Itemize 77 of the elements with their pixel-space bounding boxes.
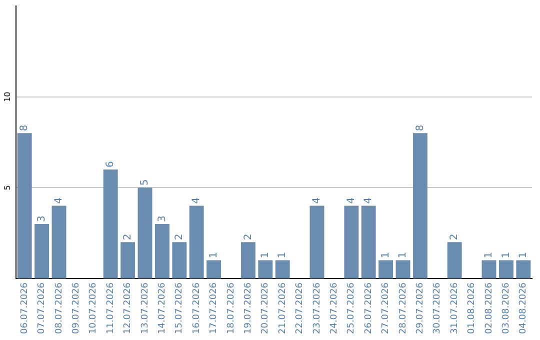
bar — [172, 242, 187, 278]
x-tick-label: 30.07.2026 — [432, 282, 443, 334]
x-tick-label: 14.07.2026 — [158, 282, 168, 334]
data-label: 4 — [312, 197, 323, 204]
bar — [396, 260, 410, 278]
data-label: 4 — [363, 197, 374, 204]
x-tick-label: 22.07.2026 — [295, 282, 306, 334]
bar — [361, 206, 376, 278]
x-tick-label: 09.07.2026 — [72, 282, 82, 334]
bar — [344, 206, 359, 278]
data-label: 1 — [260, 252, 271, 258]
x-tick-label: 19.07.2026 — [244, 282, 254, 334]
x-tick-label: 24.07.2026 — [330, 282, 340, 334]
x-tick-label: 10.07.2026 — [88, 282, 99, 334]
data-label: 1 — [500, 252, 512, 258]
bar — [103, 169, 118, 278]
bar — [189, 206, 204, 278]
data-label: 8 — [19, 124, 30, 132]
bar — [34, 224, 50, 278]
data-label: 1 — [208, 252, 220, 258]
data-label: 5 — [140, 179, 151, 186]
bar — [310, 206, 324, 278]
bar — [447, 242, 462, 278]
bar — [258, 260, 273, 278]
bar — [120, 242, 136, 278]
bar — [412, 133, 428, 278]
data-label: 1 — [518, 252, 529, 258]
x-tick-label: 11.07.2026 — [106, 282, 116, 334]
data-label: 1 — [484, 252, 495, 258]
x-tick-label: 08.07.2026 — [54, 282, 64, 334]
x-tick-label: 12.07.2026 — [123, 282, 134, 334]
y-tick-label: 10 — [3, 92, 12, 102]
x-tick-label: 03.08.2026 — [502, 282, 512, 334]
x-tick-label: 28.07.2026 — [398, 282, 408, 334]
x-tick-label: 27.07.2026 — [381, 282, 392, 334]
x-tick-label: 07.07.2026 — [37, 282, 48, 334]
x-tick-label: 29.07.2026 — [416, 282, 426, 334]
x-tick-label: 04.08.2026 — [518, 282, 529, 334]
data-label: 2 — [174, 234, 185, 240]
bar — [154, 224, 170, 278]
x-tick-label: 23.07.2026 — [312, 282, 322, 334]
x-tick-label: 01.08.2026 — [467, 282, 478, 334]
bar — [206, 260, 222, 278]
bar — [52, 206, 66, 278]
data-label: 8 — [414, 124, 426, 132]
x-tick-label: 20.07.2026 — [260, 282, 271, 334]
data-label: 1 — [380, 252, 392, 258]
x-tick-label: 15.07.2026 — [174, 282, 185, 334]
bar — [275, 260, 290, 278]
bar — [516, 260, 531, 278]
x-tick-label: 13.07.2026 — [140, 282, 150, 334]
x-tick-label: 17.07.2026 — [209, 282, 220, 334]
x-tick-label: 25.07.2026 — [346, 282, 357, 334]
data-label: 2 — [242, 234, 254, 240]
x-tick-label: 06.07.2026 — [20, 282, 30, 334]
data-label: 2 — [449, 234, 460, 240]
data-label: 4 — [346, 197, 357, 204]
x-tick-label: 21.07.2026 — [278, 282, 288, 334]
data-label: 4 — [191, 197, 202, 204]
data-label: 1 — [398, 252, 409, 258]
bar — [240, 242, 256, 278]
data-label: 3 — [36, 216, 48, 222]
x-tick-label: 02.08.2026 — [484, 282, 494, 334]
data-label: 2 — [122, 234, 134, 240]
x-tick-label: 26.07.2026 — [364, 282, 374, 334]
x-tick-label: 16.07.2026 — [192, 282, 202, 334]
data-label: 6 — [105, 161, 116, 168]
bar — [138, 188, 152, 278]
data-label: 4 — [54, 197, 65, 204]
bar — [17, 133, 32, 278]
bar — [378, 260, 394, 278]
bar — [482, 260, 496, 278]
x-tick-label: 18.07.2026 — [226, 282, 236, 334]
x-tick-label: 31.07.2026 — [450, 282, 460, 334]
bar — [498, 260, 514, 278]
data-label: 3 — [156, 216, 168, 222]
data-label: 1 — [277, 252, 288, 258]
